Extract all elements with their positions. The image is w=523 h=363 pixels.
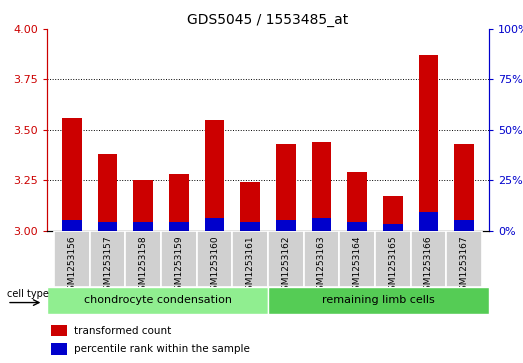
Bar bbox=[169, 174, 189, 231]
Text: GSM1253162: GSM1253162 bbox=[281, 235, 290, 295]
Bar bbox=[454, 144, 474, 231]
Bar bbox=[241, 182, 260, 231]
Bar bbox=[169, 223, 189, 231]
Text: GSM1253156: GSM1253156 bbox=[67, 235, 76, 295]
Text: GSM1253167: GSM1253167 bbox=[460, 235, 469, 295]
Text: chondrocyte condensation: chondrocyte condensation bbox=[84, 295, 232, 305]
Bar bbox=[383, 224, 403, 231]
Text: GSM1253164: GSM1253164 bbox=[353, 235, 361, 295]
Text: GSM1253163: GSM1253163 bbox=[317, 235, 326, 295]
Text: GSM1253157: GSM1253157 bbox=[103, 235, 112, 295]
Bar bbox=[161, 231, 197, 287]
Bar bbox=[133, 180, 153, 231]
Bar bbox=[418, 212, 438, 231]
Bar bbox=[205, 219, 224, 231]
Bar bbox=[126, 231, 161, 287]
Bar bbox=[98, 223, 118, 231]
Bar bbox=[205, 120, 224, 231]
Text: GSM1253160: GSM1253160 bbox=[210, 235, 219, 295]
Bar bbox=[241, 223, 260, 231]
Text: GSM1253158: GSM1253158 bbox=[139, 235, 148, 295]
Bar bbox=[62, 220, 82, 231]
Bar bbox=[347, 223, 367, 231]
Text: GSM1253166: GSM1253166 bbox=[424, 235, 433, 295]
Bar bbox=[375, 231, 411, 287]
Bar bbox=[454, 220, 474, 231]
Text: GSM1253165: GSM1253165 bbox=[388, 235, 397, 295]
Bar bbox=[98, 154, 118, 231]
Text: cell type: cell type bbox=[7, 289, 49, 299]
Bar bbox=[54, 231, 90, 287]
Bar bbox=[51, 325, 67, 336]
Bar bbox=[312, 219, 331, 231]
Text: GSM1253161: GSM1253161 bbox=[246, 235, 255, 295]
Bar bbox=[232, 231, 268, 287]
Bar bbox=[90, 231, 126, 287]
Bar bbox=[446, 231, 482, 287]
Bar bbox=[312, 142, 331, 231]
Bar bbox=[347, 172, 367, 231]
Bar bbox=[304, 231, 339, 287]
Text: GSM1253159: GSM1253159 bbox=[175, 235, 184, 295]
Title: GDS5045 / 1553485_at: GDS5045 / 1553485_at bbox=[187, 13, 349, 26]
Bar bbox=[47, 287, 268, 314]
Bar bbox=[339, 231, 375, 287]
Text: remaining limb cells: remaining limb cells bbox=[322, 295, 435, 305]
Bar bbox=[268, 231, 304, 287]
Bar bbox=[133, 223, 153, 231]
Bar bbox=[197, 231, 232, 287]
Bar bbox=[411, 231, 446, 287]
Text: percentile rank within the sample: percentile rank within the sample bbox=[74, 344, 249, 354]
Bar bbox=[268, 287, 489, 314]
Bar bbox=[276, 220, 295, 231]
Text: transformed count: transformed count bbox=[74, 326, 171, 336]
Bar bbox=[51, 343, 67, 355]
Bar bbox=[418, 55, 438, 231]
Bar bbox=[276, 144, 295, 231]
Bar bbox=[383, 196, 403, 231]
Bar bbox=[62, 118, 82, 231]
